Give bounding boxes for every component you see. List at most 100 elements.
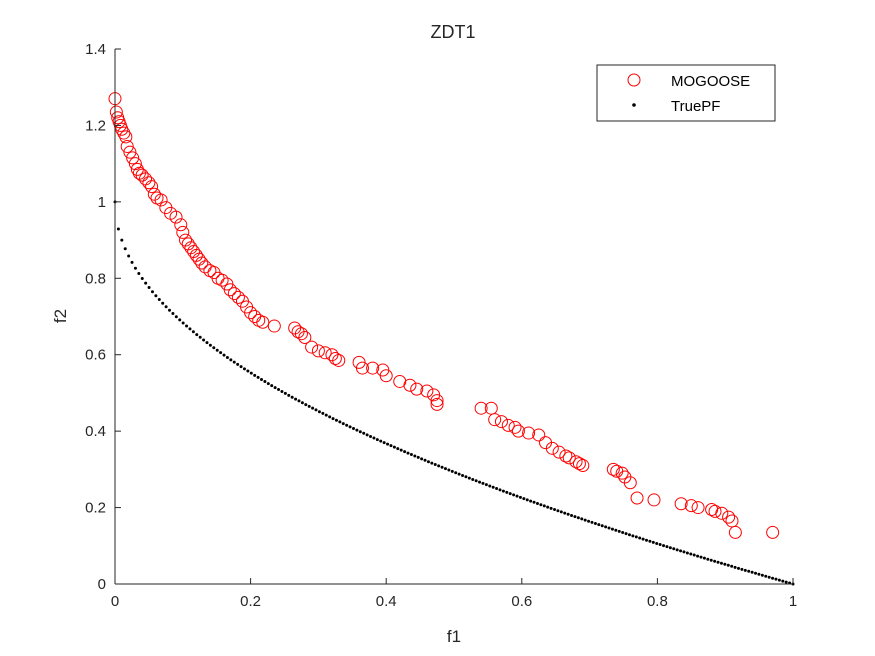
truepf-point [236,362,240,366]
truepf-point [781,579,785,583]
truepf-point [539,503,543,507]
mogoose-point [154,193,168,207]
y-tick-label: 0.4 [85,423,106,440]
truepf-point [450,469,454,473]
legend-label-truepf: TruePF [671,98,720,115]
truepf-point [464,475,468,479]
mogoose-point [126,151,140,165]
truepf-point [467,476,471,480]
truepf-point [270,384,274,388]
truepf-point [256,375,260,379]
mogoose-point [715,506,729,520]
truepf-point [225,355,229,359]
truepf-point [290,395,294,399]
truepf-point [413,454,417,458]
truepf-point [522,497,526,501]
mogoose-point [766,525,780,539]
truepf-point [713,559,717,563]
truepf-point [426,460,430,464]
truepf-point [215,348,219,352]
mogoose-point [708,504,722,518]
truepf-point [334,418,338,422]
truepf-point [198,335,202,339]
mogoose-point [142,176,156,190]
truepf-point [529,499,533,503]
truepf-point [624,532,628,536]
x-tick-label: 0.8 [647,593,668,610]
truepf-point [733,565,737,569]
truepf-point [185,324,189,328]
truepf-point [685,551,689,555]
truepf-point [488,484,492,488]
truepf-point [617,529,621,533]
mogoose-point [684,499,698,513]
truepf-point [399,448,403,452]
truepf-point [692,553,696,557]
truepf-point [123,247,127,251]
mogoose-point [552,445,566,459]
y-tick-label: 0.8 [85,270,106,287]
truepf-point [655,541,659,545]
truepf-point [481,481,485,485]
truepf-point [610,527,614,531]
truepf-point [774,577,778,581]
truepf-point [379,439,383,443]
truepf-point [127,254,131,258]
truepf-point [181,321,185,325]
truepf-point [662,544,666,548]
truepf-point [726,563,730,567]
mogoose-point [328,352,342,366]
truepf-series [113,200,795,586]
truepf-point [174,315,178,319]
mogoose-point [244,306,258,320]
truepf-point [338,420,342,424]
truepf-point [590,520,594,524]
legend-marker-truepf [632,103,636,107]
mogoose-point [135,168,149,182]
truepf-point [345,423,349,427]
x-axis-label: f1 [447,627,461,646]
mogoose-point [332,353,346,367]
truepf-point [457,472,461,476]
truepf-point [716,560,720,564]
mogoose-point [508,420,522,434]
mogoose-point [722,510,736,524]
truepf-point [757,572,761,576]
mogoose-point [606,462,620,476]
truepf-point [430,461,434,465]
truepf-point [137,272,141,276]
truepf-point [191,330,195,334]
truepf-point [154,294,158,298]
mogoose-point [227,287,241,301]
mogoose-point [169,210,183,224]
mogoose-point [647,493,661,507]
truepf-point [696,554,700,558]
mogoose-point [195,256,209,270]
truepf-point [437,464,441,468]
truepf-point [300,401,304,405]
truepf-point [658,543,662,547]
truepf-point [212,346,216,350]
truepf-point [491,485,495,489]
y-tick-label: 1.2 [85,117,106,134]
truepf-point [392,445,396,449]
mogoose-point [298,331,312,345]
truepf-point [525,498,529,502]
truepf-point [580,517,584,521]
truepf-point [474,479,478,483]
truepf-point [532,500,536,504]
truepf-point [324,413,328,417]
truepf-point [743,568,747,572]
truepf-point [188,327,192,331]
truepf-point [294,397,298,401]
truepf-point [454,471,458,475]
truepf-point [297,399,301,403]
truepf-point [546,505,550,509]
truepf-point [730,564,734,568]
mogoose-point [174,218,188,232]
truepf-point [147,286,151,290]
truepf-point [178,318,182,322]
truepf-point [273,386,277,390]
truepf-point [501,489,505,493]
truepf-point [461,473,465,477]
